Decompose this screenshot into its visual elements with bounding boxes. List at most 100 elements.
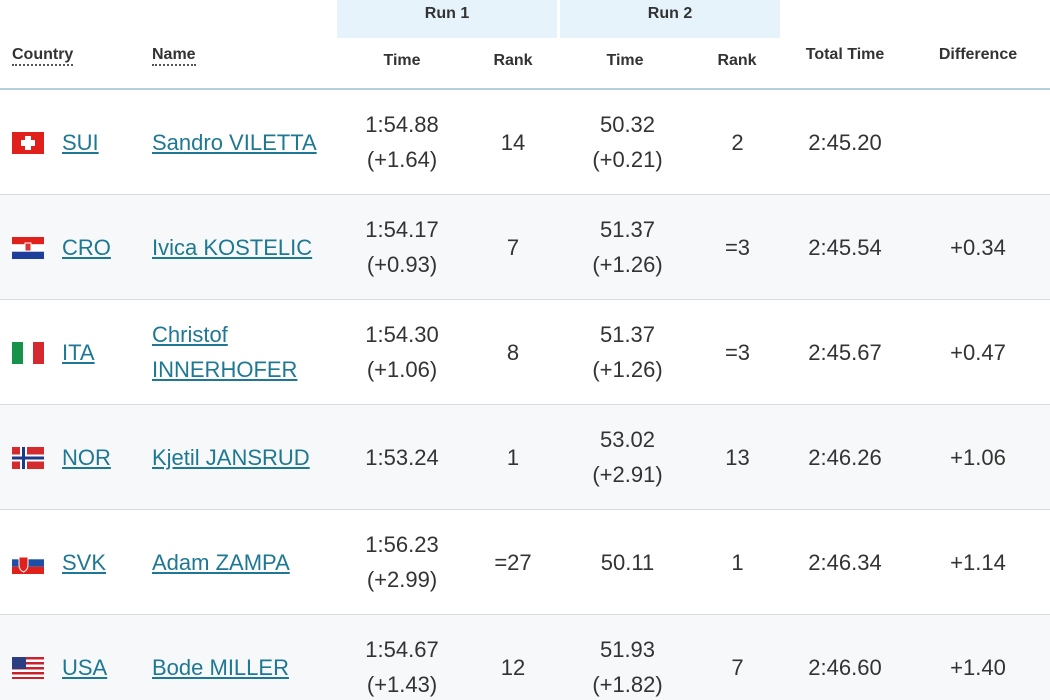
column-header: Difference <box>938 46 1018 63</box>
data-cell: =27 <box>463 510 563 614</box>
data-cell <box>910 90 1046 194</box>
run2-rank: =3 <box>724 339 751 365</box>
flag-icon <box>12 237 44 259</box>
data-cell: 50.11 <box>565 510 690 614</box>
data-cell: 2:46.60 <box>790 615 900 700</box>
flag-icon <box>12 132 44 154</box>
country-link[interactable]: SVK <box>62 549 107 575</box>
table-row: ITA Christof INNERHOFER 1:54.30 (+1.06) 8 51.… <box>0 300 1050 405</box>
name-cell: Kjetil JANSRUD <box>152 405 324 509</box>
athlete-link[interactable]: Bode MILLER <box>152 654 289 680</box>
data-cell: 7 <box>463 195 563 299</box>
column-header: Time <box>606 52 644 69</box>
column-header: Rank <box>493 52 533 69</box>
column-header[interactable]: Name <box>152 46 196 66</box>
run2-gap: (+1.82) <box>592 672 663 697</box>
run2-rank: 7 <box>731 654 744 680</box>
run2-time: 51.37 <box>599 322 656 347</box>
run2-gap: (+1.26) <box>592 357 663 382</box>
run1-gap: (+1.64) <box>366 147 438 172</box>
table-row: NOR Kjetil JANSRUD 1:53.24 1 53.02 (+2.91) 13 2… <box>0 405 1050 510</box>
athlete-link[interactable]: Kjetil JANSRUD <box>152 444 310 470</box>
data-cell: 2:45.20 <box>790 90 900 194</box>
data-cell: 51.37 (+1.26) <box>565 195 690 299</box>
country-link[interactable]: SUI <box>62 129 99 155</box>
run1-time: 1:54.30 <box>365 322 439 347</box>
name-cell: Bode MILLER <box>152 615 324 700</box>
run2-gap: (+0.21) <box>592 147 663 172</box>
total: 2:46.26 <box>808 444 882 470</box>
country-link[interactable]: ITA <box>62 339 95 365</box>
difference: +0.47 <box>950 339 1006 365</box>
country-link[interactable]: NOR <box>62 444 111 470</box>
run1-gap: (+0.93) <box>366 252 438 277</box>
data-cell: 2:45.67 <box>790 300 900 404</box>
data-cell: +1.06 <box>910 405 1046 509</box>
header-rule <box>0 88 1050 90</box>
column-header: Time <box>383 52 421 69</box>
name-cell: Adam ZAMPA <box>152 510 324 614</box>
data-cell: 1:54.67 (+1.43) <box>342 615 462 700</box>
table-row: CRO Ivica KOSTELIC 1:54.17 (+0.93) 7 51.37 (+1… <box>0 195 1050 300</box>
run1-time: 1:54.88 <box>365 112 439 137</box>
run1-time: 1:54.67 <box>365 637 439 662</box>
run2-time: 53.02 <box>599 427 656 452</box>
data-cell: 1:54.88 (+1.64) <box>342 90 462 194</box>
difference: +0.34 <box>950 234 1006 260</box>
name-cell: Ivica KOSTELIC <box>152 195 324 299</box>
data-cell: +1.14 <box>910 510 1046 614</box>
total: 2:46.34 <box>808 549 882 575</box>
run2-rank: 1 <box>731 549 744 575</box>
country-link[interactable]: USA <box>62 654 108 680</box>
run2-gap: (+1.26) <box>592 252 663 277</box>
athlete-link[interactable]: Adam ZAMPA <box>152 549 290 575</box>
data-cell: 50.32 (+0.21) <box>565 90 690 194</box>
column-header: Total Time <box>805 46 885 63</box>
data-cell: 51.37 (+1.26) <box>565 300 690 404</box>
country-cell: NOR <box>62 405 111 509</box>
name-cell: Christof INNERHOFER <box>152 300 324 404</box>
data-cell: 2 <box>690 90 785 194</box>
flag-icon <box>12 657 44 679</box>
run1-rank: 1 <box>506 444 520 470</box>
data-cell: 2:46.26 <box>790 405 900 509</box>
run1-gap: (+1.43) <box>366 672 438 697</box>
athlete-link[interactable]: Sandro VILETTA <box>152 129 317 155</box>
data-cell: 53.02 (+2.91) <box>565 405 690 509</box>
run2-time: 50.32 <box>599 112 656 137</box>
flag-icon <box>12 552 44 574</box>
run2-rank: 13 <box>725 444 750 470</box>
difference: +1.40 <box>950 654 1006 680</box>
column-header[interactable]: Country <box>12 46 74 66</box>
data-cell: 1:54.17 (+0.93) <box>342 195 462 299</box>
data-cell: 7 <box>690 615 785 700</box>
data-cell: +0.34 <box>910 195 1046 299</box>
data-cell: 13 <box>690 405 785 509</box>
data-cell: 2:45.54 <box>790 195 900 299</box>
total: 2:45.67 <box>808 339 882 365</box>
run1-rank: 14 <box>500 129 526 155</box>
total: 2:45.54 <box>808 234 882 260</box>
data-cell: +1.40 <box>910 615 1046 700</box>
data-cell: 8 <box>463 300 563 404</box>
name-cell: Sandro VILETTA <box>152 90 324 194</box>
data-cell: 1:53.24 <box>342 405 462 509</box>
table-row: SUI Sandro VILETTA 1:54.88 (+1.64) 14 50.32 (+… <box>0 90 1050 195</box>
data-cell: 12 <box>463 615 563 700</box>
country-cell: SVK <box>62 510 106 614</box>
run2-rank: =3 <box>724 234 751 260</box>
run1-rank: 12 <box>500 654 526 680</box>
run2-time: 50.11 <box>600 549 655 575</box>
athlete-link[interactable]: Christof INNERHOFER <box>152 322 298 382</box>
flag-icon <box>12 447 44 469</box>
country-link[interactable]: CRO <box>62 234 111 260</box>
run1-time: 1:54.17 <box>365 217 439 242</box>
total: 2:46.60 <box>808 654 882 680</box>
athlete-link[interactable]: Ivica KOSTELIC <box>152 234 313 260</box>
run2-rank: 2 <box>731 129 744 155</box>
run1-rank: 7 <box>506 234 520 260</box>
data-cell: 14 <box>463 90 563 194</box>
country-cell: SUI <box>62 90 99 194</box>
difference: +1.14 <box>950 549 1006 575</box>
